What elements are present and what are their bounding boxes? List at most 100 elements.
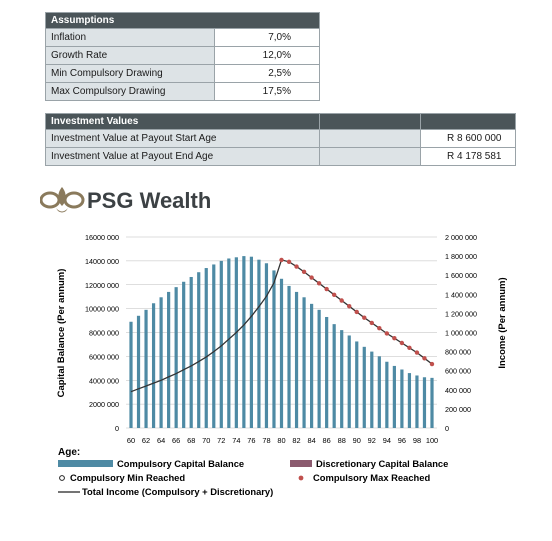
right-tick-label: 800 000 — [445, 348, 471, 357]
right-tick-label: 2 000 000 — [445, 233, 477, 242]
left-tick-label: 6000 000 — [89, 352, 119, 361]
x-tick-label: 96 — [398, 436, 406, 445]
left-tick-label: 2000 000 — [89, 400, 119, 409]
legend-swatch-compulsory — [58, 460, 113, 467]
x-tick-label: 88 — [338, 436, 346, 445]
x-tick-label: 62 — [142, 436, 150, 445]
x-tick-label: 72 — [217, 436, 225, 445]
max-reached-marker — [309, 275, 314, 280]
legend-label: Compulsory Min Reached — [70, 472, 185, 483]
max-reached-marker — [279, 257, 284, 263]
capital-bar — [362, 346, 366, 428]
legend-swatch-discretionary — [290, 460, 312, 467]
left-tick-label: 0 — [115, 424, 119, 433]
max-reached-marker — [414, 350, 420, 355]
max-reached-marker — [324, 286, 329, 292]
right-axis-ticks: 0 200 000 400 000 600 000 800 000 1 000 000 1 … — [445, 233, 477, 433]
capital-bar — [430, 377, 434, 428]
x-tick-label: 92 — [368, 436, 376, 445]
x-tick-label: 66 — [172, 436, 180, 445]
max-reached-marker — [316, 281, 322, 286]
capital-bar — [279, 278, 284, 428]
capital-bar — [159, 297, 163, 428]
left-tick-label: 10000 000 — [85, 305, 119, 314]
assumptions-header: Assumptions — [45, 12, 320, 29]
max-reached-marker — [384, 331, 390, 336]
legend-title: Age: — [58, 447, 80, 458]
capital-bars — [129, 256, 434, 428]
capital-bar — [325, 316, 329, 428]
capital-bar — [136, 315, 141, 428]
capital-bar — [212, 264, 216, 428]
left-tick-label: 4000 000 — [89, 376, 119, 385]
right-tick-label: 1 600 000 — [445, 271, 477, 280]
assumption-label: Growth Rate — [45, 46, 215, 65]
investment-value: R 4 178 581 — [420, 147, 516, 166]
x-axis-ticks: 60 62 64 66 68 70 72 74 76 78 80 82 84 86 88 90 92 94 96 98… — [127, 436, 438, 445]
investment-header: Investment Values — [45, 113, 320, 130]
capital-bar — [400, 369, 404, 428]
svg-text:PSG Wealth: PSG Wealth — [87, 188, 211, 213]
legend-min-marker — [59, 475, 65, 481]
capital-bar — [377, 356, 381, 428]
capital-bar — [272, 270, 276, 428]
capital-bar — [257, 259, 261, 428]
psg-wealth-logo: PSG Wealth — [39, 184, 260, 218]
legend-max-marker — [298, 475, 304, 481]
capital-bar — [415, 375, 419, 428]
capital-bar — [370, 351, 374, 428]
assumptions-table: Assumptions Inflation 7,0% Growth Rate 12,… — [45, 12, 320, 101]
investment-label: Investment Value at Payout End Age — [45, 147, 320, 166]
assumption-value: 12,0% — [214, 46, 320, 65]
capital-bar — [407, 373, 412, 428]
max-reached-markers — [279, 257, 435, 367]
max-reached-marker — [362, 315, 367, 320]
x-tick-label: 94 — [383, 436, 391, 445]
x-tick-label: 98 — [413, 436, 421, 445]
x-tick-label: 82 — [292, 436, 300, 445]
right-tick-label: 1 000 000 — [445, 329, 477, 338]
x-tick-label: 74 — [232, 436, 240, 445]
capital-bar — [249, 256, 253, 428]
chart-legend: Compulsory Capital Balance Discretionary … — [58, 458, 448, 497]
max-reached-marker — [429, 361, 435, 367]
x-tick-label: 78 — [262, 436, 270, 445]
capital-bar — [167, 291, 171, 428]
max-reached-marker — [286, 259, 292, 265]
capital-bar — [340, 330, 344, 428]
max-reached-marker — [294, 264, 299, 269]
legend-label: Compulsory Capital Balance — [117, 458, 244, 469]
capital-bar — [151, 303, 156, 428]
capital-income-chart: 0 2000 000 4000 000 6000 000 8000 000 10000 0… — [56, 233, 508, 497]
assumption-value: 2,5% — [214, 64, 320, 83]
right-tick-label: 1 800 000 — [445, 252, 477, 261]
capital-bar — [189, 276, 193, 428]
right-tick-label: 1 200 000 — [445, 309, 477, 318]
capital-bar — [182, 281, 186, 428]
capital-bar — [174, 287, 178, 428]
assumption-value: 17,5% — [214, 82, 320, 101]
capital-bar — [144, 309, 148, 428]
left-axis-label: Capital Balance (Per annum) — [56, 269, 67, 398]
capital-bar — [385, 361, 389, 428]
legend-label: Discretionary Capital Balance — [316, 458, 448, 469]
capital-bar — [347, 335, 351, 428]
x-tick-label: 86 — [323, 436, 331, 445]
investment-value: R 8 600 000 — [420, 129, 516, 148]
max-reached-marker — [422, 356, 427, 361]
max-reached-marker — [331, 292, 337, 297]
brand-name: PSG Wealth — [87, 188, 211, 213]
capital-bar — [355, 341, 359, 428]
max-reached-marker — [377, 326, 382, 331]
x-tick-label: 84 — [307, 436, 315, 445]
investment-values-table: Investment Values Investment Value at Pa… — [45, 113, 516, 166]
max-reached-marker — [339, 298, 344, 303]
max-reached-marker — [399, 340, 405, 346]
assumption-label: Max Compulsory Drawing — [45, 82, 215, 101]
left-tick-label: 8000 000 — [89, 329, 119, 338]
left-axis-ticks: 0 2000 000 4000 000 6000 000 8000 000 10000 0… — [85, 233, 119, 433]
x-tick-label: 100 — [426, 436, 438, 445]
capital-bar — [219, 260, 223, 428]
investment-label: Investment Value at Payout Start Age — [45, 129, 320, 148]
max-reached-marker — [301, 269, 307, 275]
